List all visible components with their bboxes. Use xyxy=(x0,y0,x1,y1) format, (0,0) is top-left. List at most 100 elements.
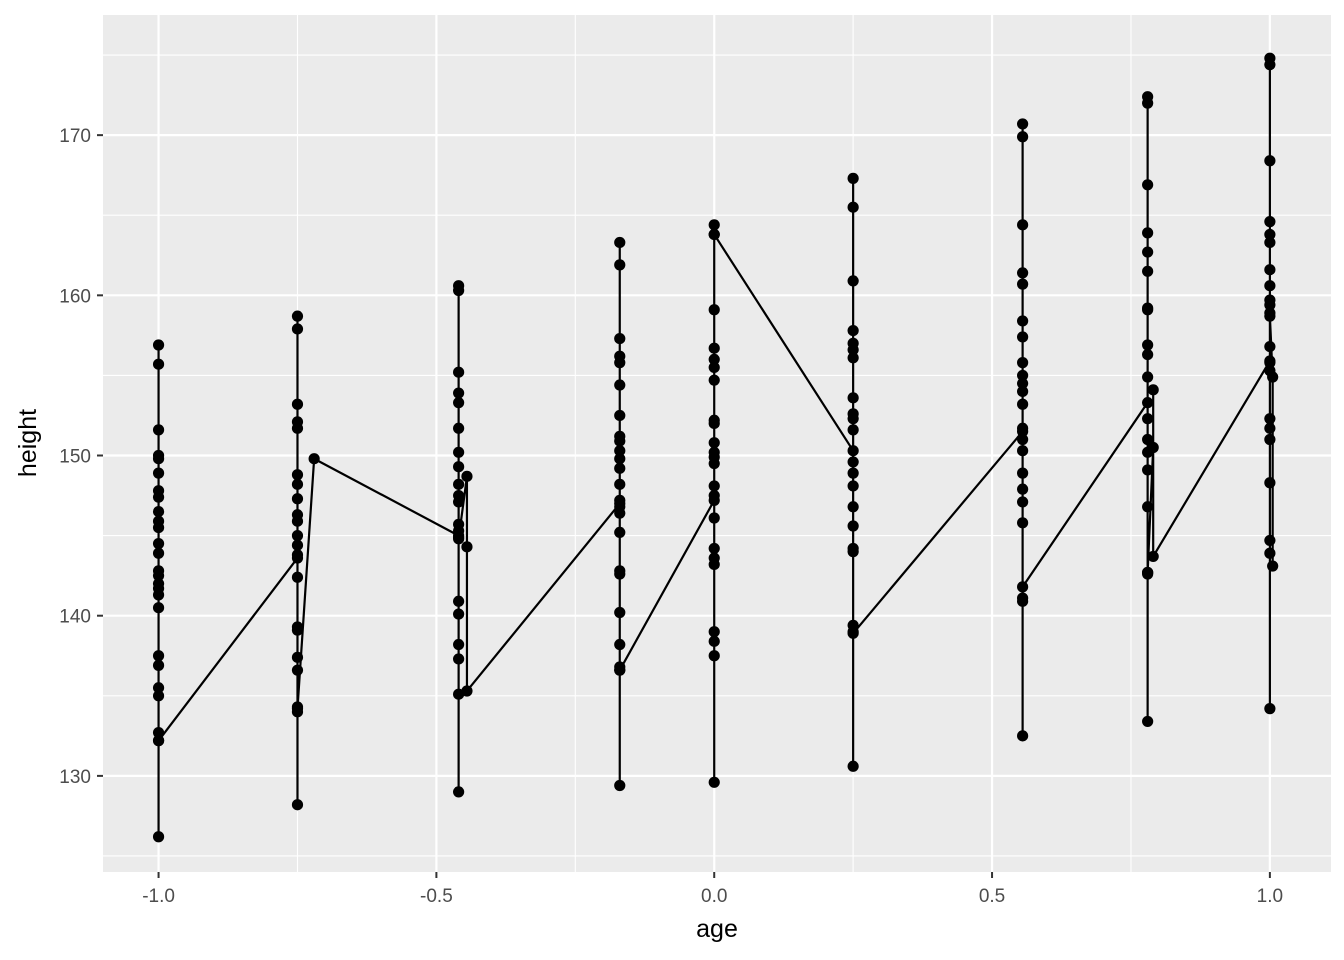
data-point xyxy=(152,339,165,351)
y-tick-label: 170 xyxy=(59,126,91,147)
data-point xyxy=(1142,265,1154,277)
data-point xyxy=(847,520,859,532)
data-point xyxy=(1142,91,1154,103)
data-point xyxy=(847,337,859,349)
data-point xyxy=(1142,371,1154,383)
data-point xyxy=(614,638,626,651)
data-point xyxy=(291,703,304,715)
data-point xyxy=(291,571,304,583)
data-point xyxy=(614,409,626,422)
data-point xyxy=(291,323,304,335)
data-point xyxy=(708,542,720,555)
data-point xyxy=(152,690,165,702)
data-point xyxy=(614,779,626,792)
data-point xyxy=(847,408,859,420)
data-point xyxy=(1017,730,1029,742)
data-point xyxy=(453,446,465,458)
y-tick-label: 130 xyxy=(59,767,91,788)
data-point xyxy=(708,342,720,354)
data-point xyxy=(614,606,626,619)
data-point xyxy=(1142,246,1154,258)
data-point xyxy=(1264,264,1276,276)
data-point xyxy=(291,509,304,521)
x-axis-title: age xyxy=(696,915,738,943)
data-point xyxy=(708,219,720,231)
y-tick-label: 140 xyxy=(59,607,91,628)
data-point xyxy=(1142,464,1154,476)
data-point xyxy=(847,760,859,772)
data-point xyxy=(847,172,859,184)
data-point xyxy=(291,549,304,561)
data-point xyxy=(453,518,465,530)
data-point xyxy=(614,445,626,457)
data-point xyxy=(1017,398,1029,410)
x-tick-label: -0.5 xyxy=(420,886,453,907)
data-point xyxy=(1142,397,1154,409)
data-point xyxy=(614,478,626,490)
data-point xyxy=(461,541,473,553)
data-point xyxy=(708,489,720,502)
data-point xyxy=(461,470,473,482)
data-point xyxy=(1017,433,1029,446)
data-point xyxy=(708,776,720,788)
data-point xyxy=(291,416,304,428)
data-point xyxy=(847,467,859,479)
data-point xyxy=(1267,371,1279,383)
data-point xyxy=(1147,384,1159,396)
data-point xyxy=(152,538,165,550)
data-point xyxy=(1017,483,1029,495)
data-point xyxy=(308,453,320,465)
data-point xyxy=(847,456,859,468)
data-point xyxy=(708,480,720,492)
data-point xyxy=(847,501,859,513)
data-point xyxy=(1142,501,1154,513)
data-point xyxy=(453,638,465,651)
data-point xyxy=(152,449,165,462)
data-point xyxy=(152,547,165,559)
data-point xyxy=(291,478,304,490)
data-point xyxy=(847,392,859,404)
data-point xyxy=(614,332,626,345)
data-point xyxy=(453,653,465,665)
data-point xyxy=(1264,52,1276,64)
data-point xyxy=(152,650,165,662)
data-point xyxy=(1142,227,1154,239)
data-point xyxy=(453,786,465,798)
data-point xyxy=(614,453,626,465)
data-point xyxy=(1264,216,1276,228)
data-point xyxy=(847,352,859,364)
data-point xyxy=(614,379,626,391)
data-point xyxy=(1142,179,1154,191)
data-point xyxy=(614,462,626,474)
data-point xyxy=(847,619,859,631)
data-point xyxy=(614,430,626,442)
data-point xyxy=(152,831,165,843)
data-point xyxy=(453,595,465,607)
data-point xyxy=(1264,155,1276,167)
data-point xyxy=(614,565,626,577)
data-point xyxy=(847,275,859,287)
data-point xyxy=(453,366,465,378)
data-point xyxy=(152,727,165,739)
data-point xyxy=(1017,422,1029,434)
data-point xyxy=(1264,357,1276,369)
data-point xyxy=(291,469,304,481)
data-point xyxy=(1017,369,1029,382)
data-point xyxy=(152,485,165,497)
data-point xyxy=(708,512,720,524)
data-point xyxy=(453,422,465,434)
data-point xyxy=(1264,703,1276,715)
data-point xyxy=(1017,315,1029,327)
data-point xyxy=(1017,467,1029,479)
data-point xyxy=(708,361,720,374)
data-point xyxy=(453,489,465,502)
data-point xyxy=(1142,566,1154,579)
data-point xyxy=(614,259,626,271)
data-point xyxy=(847,627,859,639)
data-point xyxy=(291,530,304,542)
data-point xyxy=(847,445,859,457)
data-point xyxy=(614,494,626,506)
data-point xyxy=(291,799,304,811)
data-point xyxy=(708,304,720,316)
